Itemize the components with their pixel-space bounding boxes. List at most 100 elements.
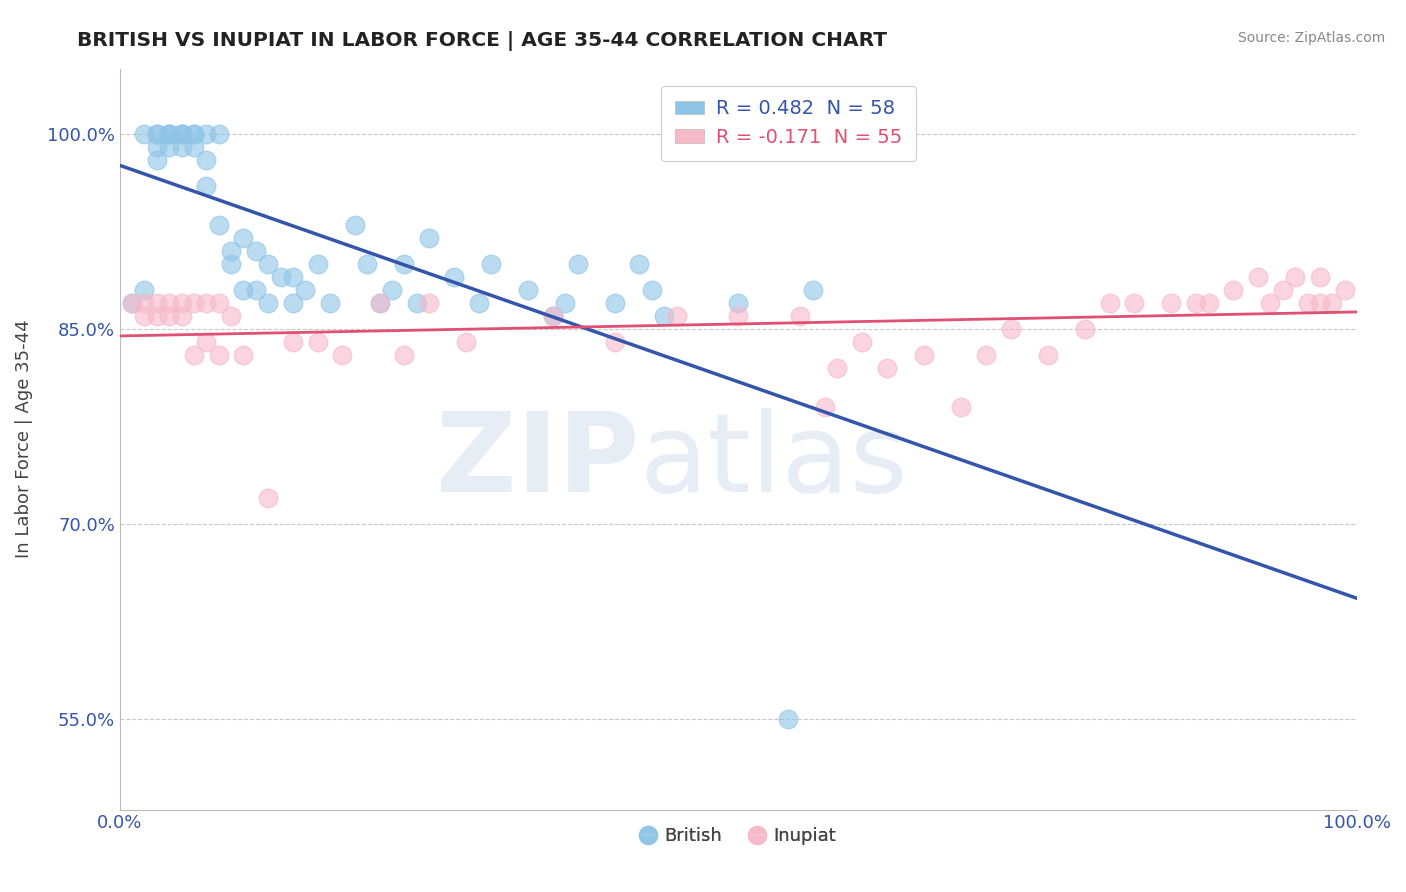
Point [1222,283,1244,297]
Point [801,283,824,297]
Point [1284,269,1306,284]
Point [665,309,688,323]
Point [343,218,366,232]
Point [183,295,205,310]
Point [1271,283,1294,297]
Point [727,309,749,323]
Point [195,178,218,193]
Point [394,256,416,270]
Point [1260,295,1282,310]
Point [146,127,169,141]
Point [381,283,404,297]
Point [628,256,651,270]
Point [245,244,267,258]
Point [245,283,267,297]
Point [1000,321,1022,335]
Point [257,256,280,270]
Point [1309,295,1331,310]
Point [208,218,231,232]
Point [1247,269,1270,284]
Point [1098,295,1121,310]
Point [1036,347,1059,361]
Point [183,127,205,141]
Point [281,334,304,349]
Point [257,491,280,505]
Point [368,295,391,310]
Point [208,347,231,361]
Point [1322,295,1344,310]
Point [517,283,540,297]
Point [1074,321,1097,335]
Point [876,360,898,375]
Point [219,309,242,323]
Point [232,283,254,297]
Point [134,283,156,297]
Point [232,230,254,244]
Point [257,295,280,310]
Point [219,244,242,258]
Point [1198,295,1220,310]
Point [183,127,205,141]
Point [134,127,156,141]
Point [727,295,749,310]
Point [157,295,180,310]
Text: ZIP: ZIP [436,408,640,515]
Point [567,256,589,270]
Point [319,295,342,310]
Point [146,139,169,153]
Point [603,334,626,349]
Point [1185,295,1208,310]
Point [195,127,218,141]
Point [776,712,799,726]
Point [332,347,354,361]
Point [307,334,329,349]
Point [641,283,664,297]
Point [912,347,935,361]
Point [121,295,143,310]
Point [443,269,465,284]
Point [479,256,502,270]
Point [541,309,564,323]
Legend: British, Inupiat: British, Inupiat [634,820,842,853]
Point [541,309,564,323]
Point [554,295,576,310]
Text: atlas: atlas [640,408,908,515]
Point [170,127,193,141]
Point [146,309,169,323]
Point [183,139,205,153]
Point [652,309,675,323]
Point [603,295,626,310]
Point [208,295,231,310]
Point [789,309,811,323]
Point [146,127,169,141]
Point [394,347,416,361]
Point [157,139,180,153]
Point [219,256,242,270]
Point [170,127,193,141]
Point [467,295,489,310]
Point [146,295,169,310]
Point [405,295,427,310]
Point [183,347,205,361]
Point [270,269,292,284]
Text: BRITISH VS INUPIAT IN LABOR FORCE | AGE 35-44 CORRELATION CHART: BRITISH VS INUPIAT IN LABOR FORCE | AGE … [77,31,887,51]
Point [1123,295,1146,310]
Point [195,295,218,310]
Point [368,295,391,310]
Point [170,295,193,310]
Y-axis label: In Labor Force | Age 35-44: In Labor Force | Age 35-44 [15,319,32,558]
Point [170,127,193,141]
Point [281,269,304,284]
Point [170,139,193,153]
Point [827,360,849,375]
Point [146,153,169,167]
Point [418,295,440,310]
Point [851,334,873,349]
Point [157,309,180,323]
Point [418,230,440,244]
Point [157,127,180,141]
Text: Source: ZipAtlas.com: Source: ZipAtlas.com [1237,31,1385,45]
Point [950,400,973,414]
Point [232,347,254,361]
Point [1296,295,1319,310]
